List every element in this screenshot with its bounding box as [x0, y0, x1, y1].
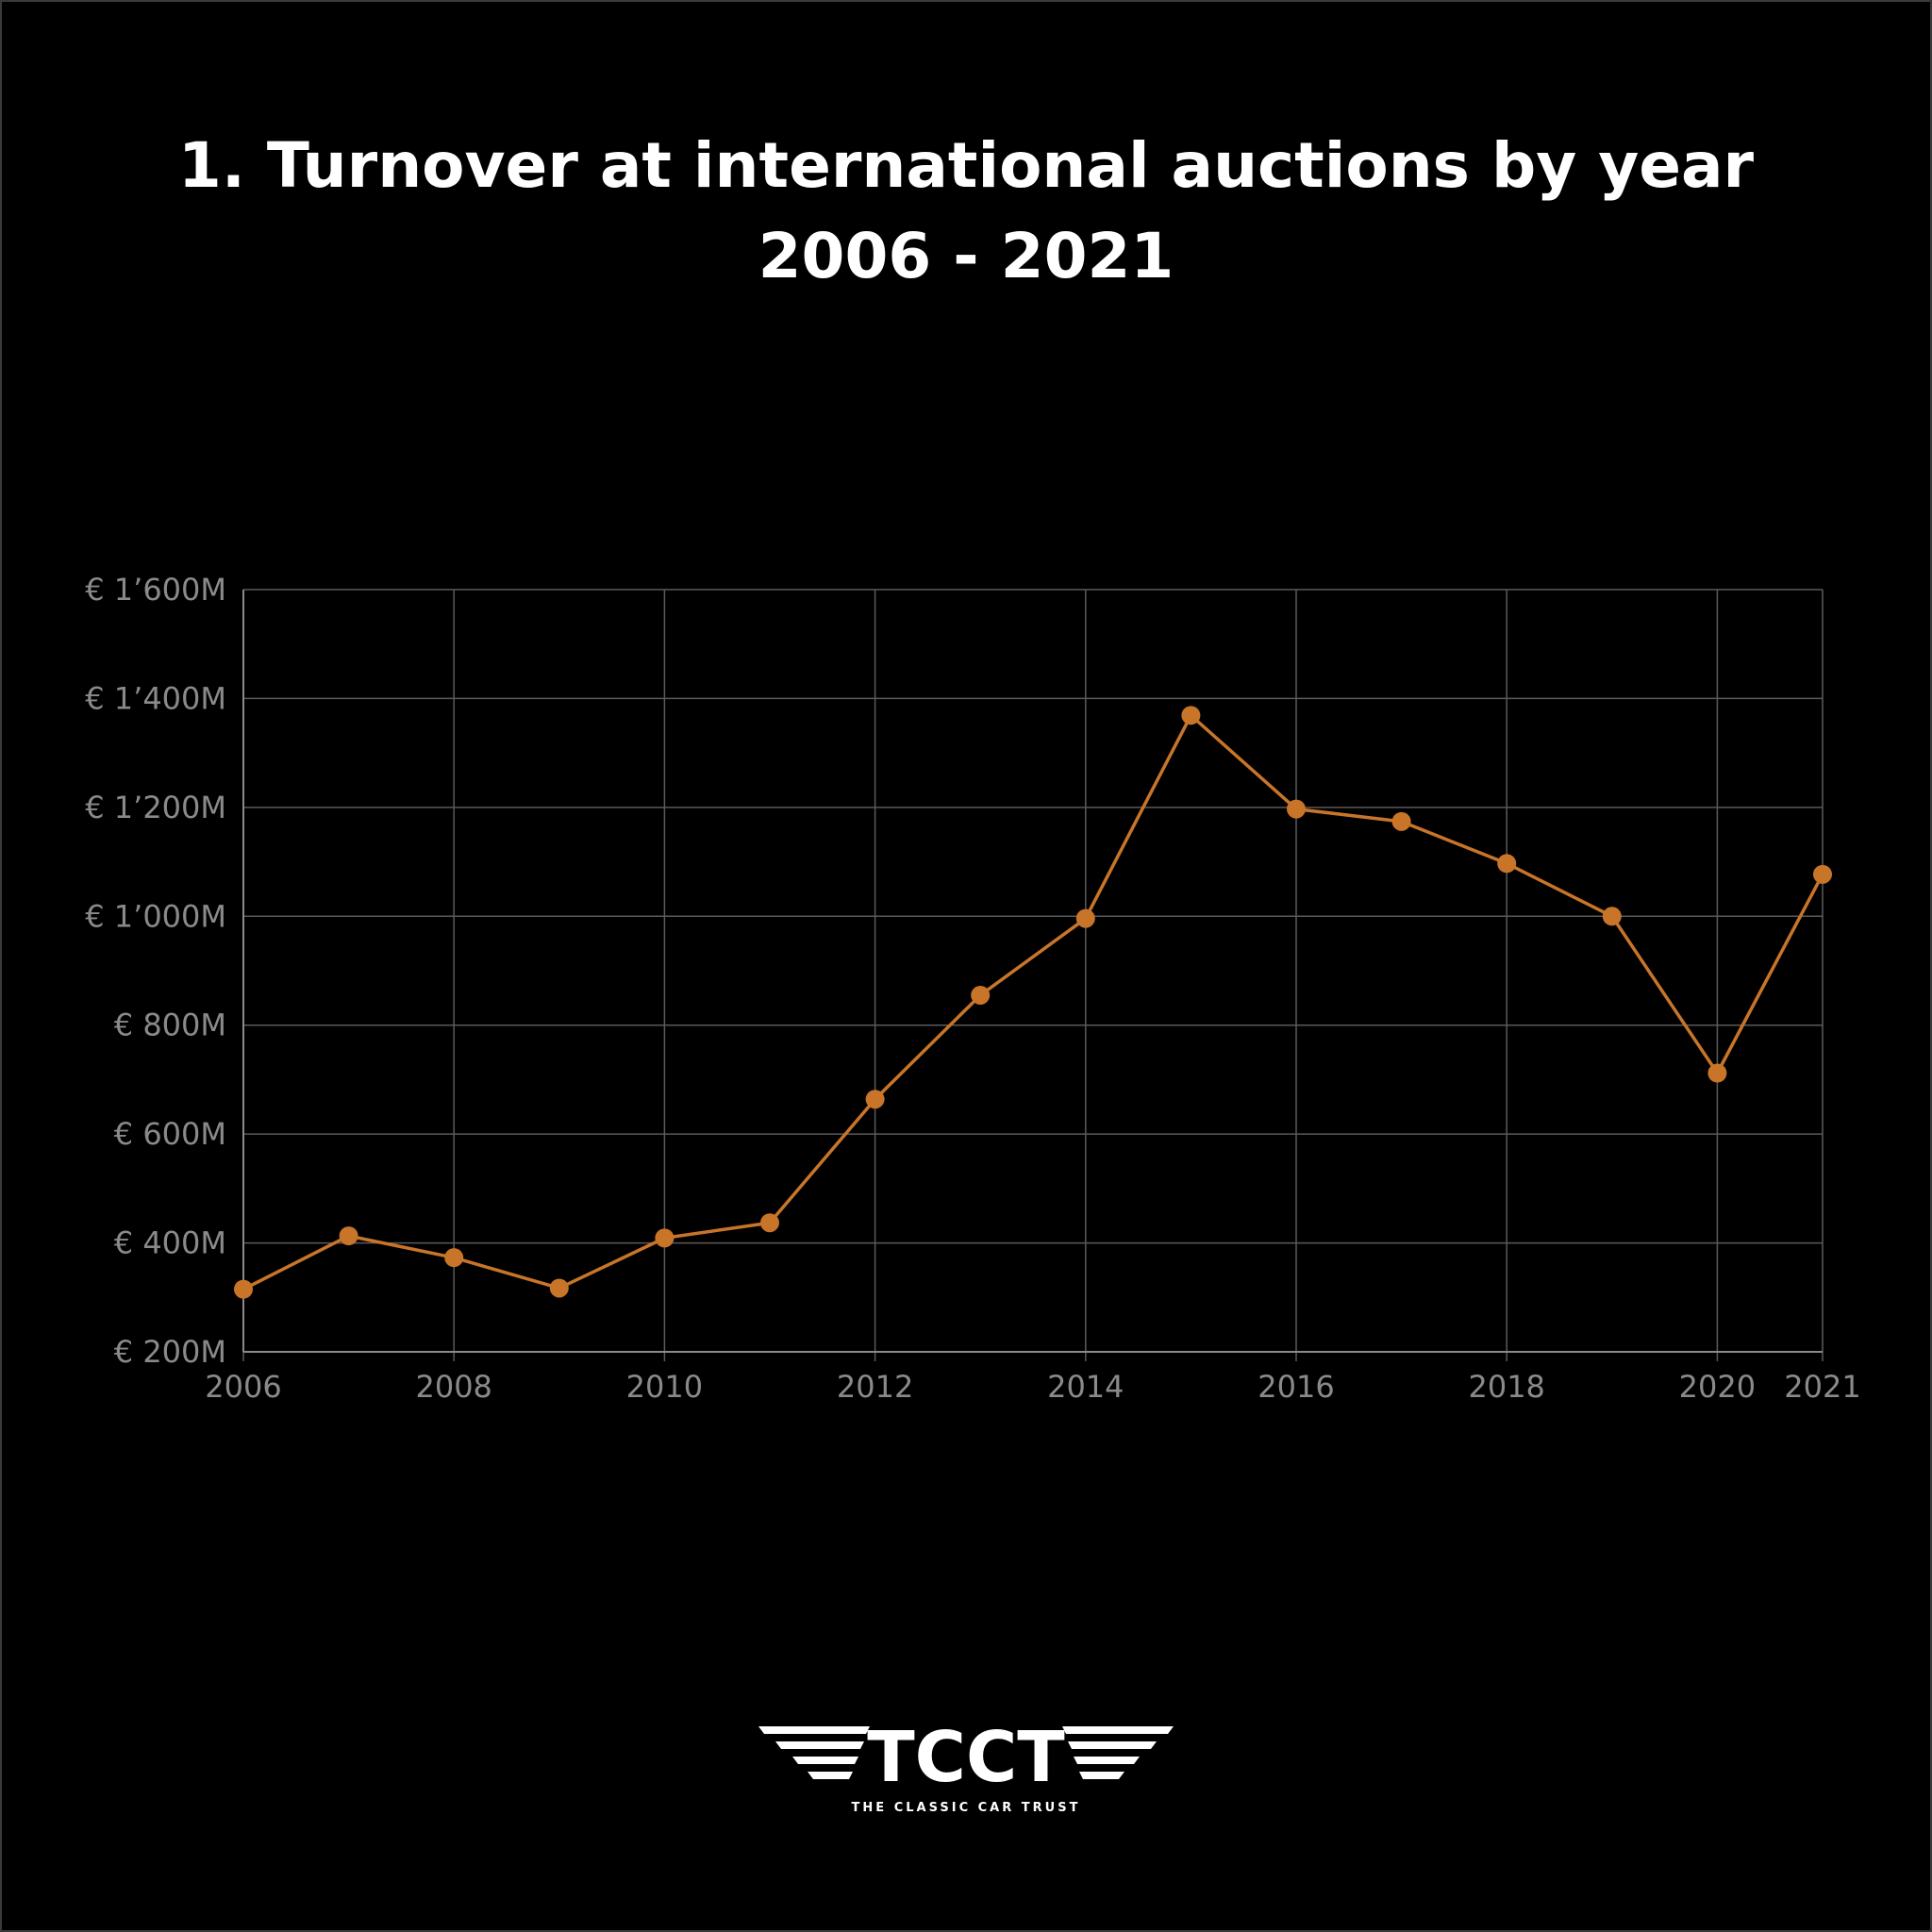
data-point	[865, 1090, 885, 1109]
data-point	[971, 985, 991, 1005]
x-tick-label: 2016	[1257, 1369, 1334, 1405]
data-point	[655, 1228, 675, 1248]
x-tick-label: 2012	[837, 1369, 913, 1405]
chart-title: 1. Turnover at international auctions by…	[0, 121, 1932, 302]
data-point	[549, 1278, 569, 1298]
data-point	[1497, 854, 1517, 874]
data-point	[1075, 908, 1095, 928]
x-tick-label: 2008	[415, 1369, 491, 1405]
data-point	[1602, 907, 1622, 926]
logo-tagline: THE CLASSIC CAR TRUST	[852, 1801, 1081, 1815]
data-point	[1391, 811, 1411, 831]
data-point	[339, 1226, 358, 1246]
tcct-logo: TCCT THE CLASSIC CAR TRUST	[758, 1717, 1174, 1815]
chart-title-line-2: 2006 - 2021	[758, 220, 1174, 292]
logo-wordmark: TCCT	[867, 1717, 1065, 1798]
y-tick-label: € 1’200M	[85, 790, 226, 825]
x-tick-label: 2010	[626, 1369, 703, 1405]
x-tick-label: 2006	[205, 1369, 281, 1405]
chart-title-line-1: 1. Turnover at international auctions by…	[177, 129, 1755, 202]
data-point	[1287, 799, 1306, 819]
y-tick-label: € 1’000M	[85, 898, 226, 934]
data-point	[234, 1279, 253, 1299]
data-point	[1707, 1063, 1727, 1083]
data-point	[760, 1213, 779, 1233]
y-tick-label: € 600M	[114, 1116, 226, 1152]
x-tick-label: 2018	[1468, 1369, 1544, 1405]
y-tick-label: € 1’400M	[85, 680, 226, 716]
x-tick-label: 2021	[1784, 1369, 1860, 1405]
y-tick-label: € 800M	[114, 1008, 226, 1043]
series-line	[242, 713, 1824, 1291]
x-tick-label: 2020	[1679, 1369, 1756, 1405]
x-tick-label: 2014	[1047, 1369, 1124, 1405]
data-point	[1181, 706, 1201, 725]
data-point	[1813, 864, 1832, 884]
y-tick-label: € 1’600M	[85, 572, 226, 608]
y-tick-label: € 200M	[114, 1334, 226, 1370]
data-point	[444, 1248, 464, 1268]
y-tick-label: € 400M	[114, 1225, 226, 1261]
